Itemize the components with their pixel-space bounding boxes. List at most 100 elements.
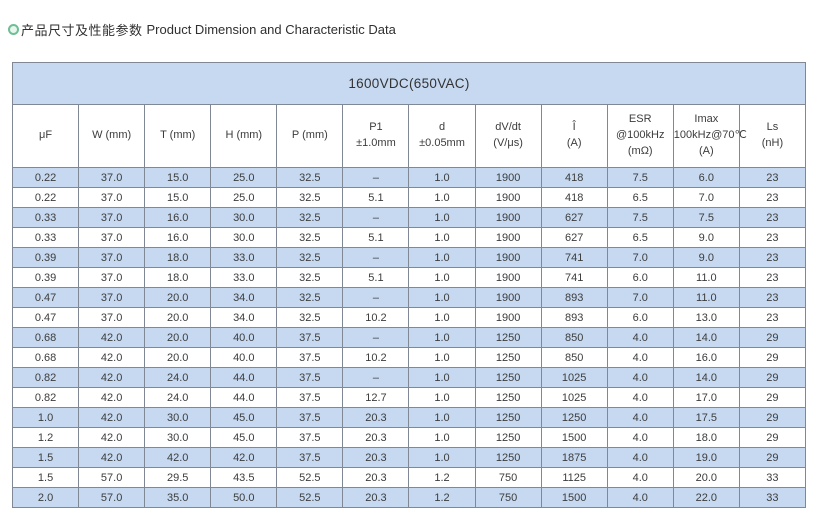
cell: 37.5 xyxy=(276,387,344,408)
cell: 6.0 xyxy=(606,307,674,328)
cell: 1125 xyxy=(540,467,608,488)
cell: 20.3 xyxy=(342,407,410,428)
cell: 34.0 xyxy=(210,287,278,308)
cell: 2.0 xyxy=(11,487,80,508)
cell: 0.47 xyxy=(11,307,80,328)
cell: 1900 xyxy=(474,207,542,228)
table-row: 0.68 42.0 20.0 40.0 37.5–1.0 1250 850 4.0 14.0 29 xyxy=(11,327,807,348)
cell: 32.5 xyxy=(276,267,344,288)
cell: 57.0 xyxy=(78,467,146,488)
cell: 1.5 xyxy=(11,467,80,488)
cell: 0.68 xyxy=(11,347,80,368)
cell: 627 xyxy=(540,227,608,248)
cell: 1.0 xyxy=(408,227,476,248)
cell: 57.0 xyxy=(78,487,146,508)
table-row: 0.33 37.0 16.0 30.0 32.5 5.1 1.0 1900 627 6.5 9.0 2… xyxy=(11,227,807,248)
cell: – xyxy=(342,367,410,388)
cell: 42.0 xyxy=(78,427,146,448)
cell: 52.5 xyxy=(276,487,344,508)
cell: 5.1 xyxy=(342,187,410,208)
cell: 9.0 xyxy=(672,227,740,248)
cell: 0.33 xyxy=(11,227,80,248)
cell: 1250 xyxy=(474,367,542,388)
cell: 750 xyxy=(474,487,542,508)
cell: 893 xyxy=(540,287,608,308)
cell: 33.0 xyxy=(210,247,278,268)
table-row: 1.5 42.0 42.0 42.0 37.5 20.3 1.0 1250 1875 4.0 19.… xyxy=(11,447,807,468)
characteristic-data-table: 1600VDC(650VAC) μF W (mm) T (mm) H (mm) P (m… xyxy=(11,62,807,508)
cell: 10.2 xyxy=(342,347,410,368)
cell: 25.0 xyxy=(210,187,278,208)
cell: 0.47 xyxy=(11,287,80,308)
cell: 1.0 xyxy=(408,387,476,408)
cell: 20.3 xyxy=(342,427,410,448)
cell: 32.5 xyxy=(276,167,344,188)
cell: 23 xyxy=(738,307,807,328)
cell: 43.5 xyxy=(210,467,278,488)
cell: 20.0 xyxy=(144,307,212,328)
cell: 1.2 xyxy=(408,487,476,508)
cell: 9.0 xyxy=(672,247,740,268)
table-row: 0.82 42.0 24.0 44.0 37.5–1.0 1250 1025 4.0 14.0 2… xyxy=(11,367,807,388)
cell: 1900 xyxy=(474,187,542,208)
table-row: 0.47 37.0 20.0 34.0 32.5 10.2 1.0 1900 893 6.0 13.… xyxy=(11,307,807,328)
cell: 42.0 xyxy=(144,447,212,468)
cell: 44.0 xyxy=(210,387,278,408)
cell: 50.0 xyxy=(210,487,278,508)
cell: 750 xyxy=(474,467,542,488)
cell: 1025 xyxy=(540,367,608,388)
cell: 20.0 xyxy=(144,327,212,348)
table-row: 0.82 42.0 24.0 44.0 37.5 12.7 1.0 1250 1025 4.0 17… xyxy=(11,387,807,408)
cell: 1900 xyxy=(474,247,542,268)
cell: 7.0 xyxy=(606,247,674,268)
cell: 37.0 xyxy=(78,187,146,208)
cell: 1.0 xyxy=(408,207,476,228)
cell: 23 xyxy=(738,287,807,308)
cell: 23 xyxy=(738,247,807,268)
cell: 5.1 xyxy=(342,227,410,248)
cell: 42.0 xyxy=(78,447,146,468)
column-header: Imax 100kHz@70℃ (A) xyxy=(672,104,747,168)
cell: 22.0 xyxy=(672,487,740,508)
cell: 29 xyxy=(738,427,807,448)
cell: 20.0 xyxy=(144,287,212,308)
cell: 1.0 xyxy=(408,407,476,428)
cell: 4.0 xyxy=(606,447,674,468)
cell: 29 xyxy=(738,447,807,468)
cell: 7.0 xyxy=(606,287,674,308)
cell: 25.0 xyxy=(210,167,278,188)
cell: 7.0 xyxy=(672,187,740,208)
cell: 11.0 xyxy=(672,287,740,308)
cell: 1900 xyxy=(474,227,542,248)
cell: 1250 xyxy=(474,427,542,448)
cell: 1.0 xyxy=(408,167,476,188)
cell: 18.0 xyxy=(144,267,212,288)
cell: 18.0 xyxy=(672,427,740,448)
cell: 1250 xyxy=(474,387,542,408)
cell: 37.5 xyxy=(276,367,344,388)
cell: 32.5 xyxy=(276,207,344,228)
column-header: P1 ±1.0mm xyxy=(342,104,410,168)
cell: – xyxy=(342,207,410,228)
cell: 4.0 xyxy=(606,347,674,368)
cell: 29 xyxy=(738,327,807,348)
cell: 0.39 xyxy=(11,267,80,288)
cell: 5.1 xyxy=(342,267,410,288)
table-row: 0.68 42.0 20.0 40.0 37.5 10.2 1.0 1250 850 4.0 16.… xyxy=(11,347,807,368)
cell: 16.0 xyxy=(672,347,740,368)
cell: 14.0 xyxy=(672,327,740,348)
cell: 32.5 xyxy=(276,307,344,328)
column-header: dV/dt (V/μs) xyxy=(474,104,542,168)
cell: 42.0 xyxy=(210,447,278,468)
cell: 20.0 xyxy=(672,467,740,488)
cell: 42.0 xyxy=(78,327,146,348)
cell: 33 xyxy=(738,487,807,508)
table-title-row: 1600VDC(650VAC) xyxy=(12,62,806,105)
cell: 16.0 xyxy=(144,227,212,248)
cell: 7.5 xyxy=(606,167,674,188)
cell: 29.5 xyxy=(144,467,212,488)
cell: 1.2 xyxy=(11,427,80,448)
cell: 20.3 xyxy=(342,487,410,508)
cell: 1900 xyxy=(474,307,542,328)
column-header: ESR @100kHz (mΩ) xyxy=(606,104,674,168)
